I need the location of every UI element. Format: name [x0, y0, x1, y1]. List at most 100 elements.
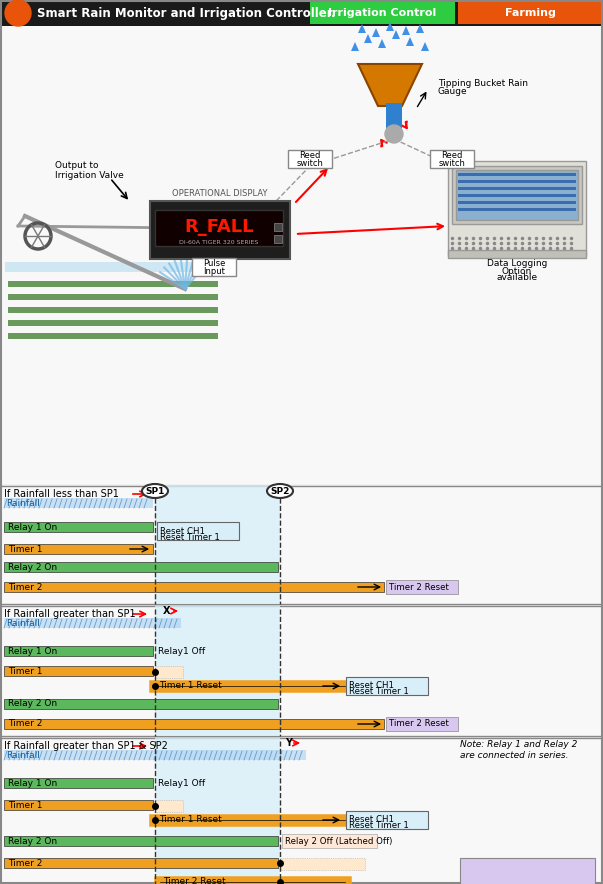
- Bar: [155, 606, 280, 736]
- Text: Output to: Output to: [55, 162, 98, 171]
- Text: DI-60A TIGER 320 SERIES: DI-60A TIGER 320 SERIES: [179, 240, 259, 246]
- Text: Timer 1: Timer 1: [8, 801, 42, 810]
- Bar: [0, 26, 603, 484]
- Text: Timer 1 Reset: Timer 1 Reset: [159, 682, 222, 690]
- Bar: [0, 738, 603, 884]
- Text: Reed: Reed: [299, 150, 321, 159]
- Text: Data Logging: Data Logging: [487, 260, 547, 269]
- Bar: [386, 103, 402, 131]
- Text: Reset CH1: Reset CH1: [160, 527, 205, 536]
- Text: SP2: SP2: [270, 486, 289, 496]
- Text: SP1: SP1: [145, 486, 165, 496]
- Bar: [452, 166, 582, 224]
- Text: Reset CH1: Reset CH1: [349, 681, 394, 690]
- Polygon shape: [358, 64, 422, 106]
- Text: available: available: [496, 273, 537, 283]
- Text: Reset Timer 1: Reset Timer 1: [349, 821, 409, 830]
- Ellipse shape: [142, 484, 168, 498]
- Text: OPERATIONAL DISPLAY: OPERATIONAL DISPLAY: [172, 189, 268, 199]
- Text: Timer 1 Reset: Timer 1 Reset: [159, 816, 222, 825]
- Text: Option: Option: [502, 266, 532, 276]
- Bar: [155, 666, 183, 678]
- Bar: [0, 606, 603, 736]
- Text: Rainfall: Rainfall: [6, 751, 40, 759]
- Bar: [8, 333, 218, 339]
- Bar: [4, 858, 278, 868]
- Bar: [458, 180, 576, 183]
- Bar: [0, 486, 603, 604]
- Bar: [155, 800, 183, 812]
- Bar: [4, 699, 278, 709]
- Text: Tipping Bucket Rain: Tipping Bucket Rain: [438, 80, 528, 88]
- Bar: [4, 562, 278, 572]
- Bar: [4, 582, 384, 592]
- Bar: [4, 750, 306, 760]
- Text: Relay 2 Off (Latched Off): Relay 2 Off (Latched Off): [285, 836, 393, 845]
- Bar: [8, 320, 218, 326]
- Bar: [4, 544, 153, 554]
- Text: R_FALL: R_FALL: [185, 218, 254, 236]
- Circle shape: [5, 0, 31, 26]
- Text: Rainfall: Rainfall: [6, 619, 40, 628]
- Text: Reset Timer 1: Reset Timer 1: [160, 534, 220, 543]
- Bar: [282, 834, 377, 848]
- Text: Irrigation Valve: Irrigation Valve: [55, 171, 124, 179]
- Polygon shape: [392, 30, 400, 39]
- Text: Timer 2: Timer 2: [8, 858, 42, 867]
- Bar: [346, 677, 428, 695]
- Bar: [155, 486, 280, 604]
- Text: If Rainfall less than SP1: If Rainfall less than SP1: [4, 489, 119, 499]
- Bar: [4, 719, 384, 729]
- Circle shape: [385, 125, 403, 143]
- Polygon shape: [364, 34, 372, 43]
- Text: Relay 1 On: Relay 1 On: [8, 522, 57, 531]
- Text: Input: Input: [203, 266, 225, 276]
- Bar: [4, 800, 153, 810]
- Bar: [4, 778, 153, 788]
- Polygon shape: [386, 22, 394, 31]
- Text: Pulse: Pulse: [203, 258, 225, 268]
- Text: X: X: [163, 606, 171, 616]
- Bar: [460, 858, 595, 884]
- Text: Y: Y: [285, 738, 292, 748]
- Text: Irrigation Control: Irrigation Control: [328, 8, 436, 18]
- Text: switch: switch: [297, 158, 323, 167]
- Polygon shape: [402, 26, 410, 35]
- Bar: [458, 187, 576, 190]
- Bar: [157, 522, 239, 540]
- Bar: [386, 580, 458, 594]
- Bar: [274, 223, 282, 231]
- Polygon shape: [406, 37, 414, 46]
- Ellipse shape: [267, 484, 293, 498]
- Bar: [456, 170, 578, 220]
- Bar: [155, 738, 280, 884]
- Polygon shape: [351, 42, 359, 51]
- Bar: [288, 150, 332, 168]
- Text: Reset CH1: Reset CH1: [349, 814, 394, 824]
- Polygon shape: [372, 28, 380, 37]
- Text: Rainfall: Rainfall: [6, 499, 40, 507]
- Text: Relay 2 On: Relay 2 On: [8, 836, 57, 845]
- Text: Timer 2: Timer 2: [8, 583, 42, 591]
- Bar: [430, 150, 474, 168]
- Text: Gauge: Gauge: [438, 88, 467, 96]
- Text: Note: Relay 1 and Relay 2
are connected in series.: Note: Relay 1 and Relay 2 are connected …: [460, 740, 578, 759]
- Bar: [346, 811, 428, 829]
- Text: Smart Rain Monitor and Irrigation Controller.: Smart Rain Monitor and Irrigation Contro…: [37, 6, 336, 19]
- Bar: [8, 307, 218, 313]
- Bar: [4, 522, 153, 532]
- Bar: [4, 836, 278, 846]
- Text: Timer 2 Reset: Timer 2 Reset: [389, 720, 449, 728]
- Bar: [4, 498, 153, 508]
- Polygon shape: [416, 24, 424, 33]
- Polygon shape: [358, 24, 366, 33]
- Bar: [8, 294, 218, 300]
- Polygon shape: [421, 42, 429, 51]
- Bar: [448, 250, 586, 258]
- Bar: [386, 717, 458, 731]
- Text: Reset Timer 1: Reset Timer 1: [349, 688, 409, 697]
- Text: If Rainfall greater than SP1 & SP2: If Rainfall greater than SP1 & SP2: [4, 741, 168, 751]
- Text: 36: 36: [8, 6, 28, 20]
- Bar: [458, 173, 576, 176]
- Text: Relay1 Off: Relay1 Off: [158, 646, 205, 656]
